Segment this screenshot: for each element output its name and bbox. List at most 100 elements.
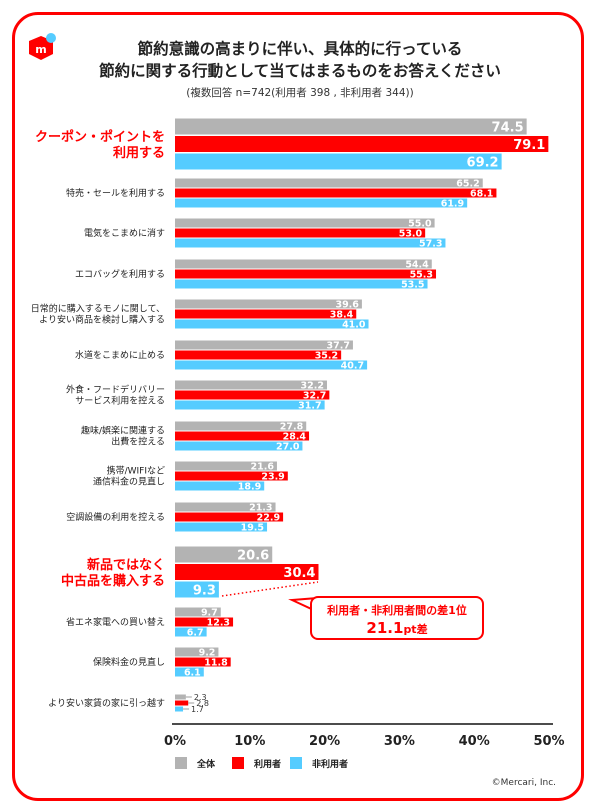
data-label: 27.0 <box>276 442 300 453</box>
bar-all <box>175 259 432 269</box>
data-label: 74.5 <box>492 121 524 136</box>
bar-nonuser <box>175 706 184 712</box>
category-label: 新品ではなく <box>87 557 165 573</box>
legend-swatch <box>232 757 244 769</box>
bar-nonuser <box>175 441 303 451</box>
bar-user <box>175 471 288 481</box>
data-label: 54.4 <box>405 260 429 271</box>
bar-all <box>175 461 277 471</box>
bar-user <box>175 431 310 441</box>
data-label: 11.8 <box>204 658 228 669</box>
svg-text:m: m <box>35 43 46 56</box>
data-label: 32.7 <box>303 391 326 402</box>
title-line-1: 節約意識の高まりに伴い、具体的に行っている <box>137 40 463 58</box>
bar-user <box>175 228 426 238</box>
data-label: 9.7 <box>201 608 218 619</box>
category-label: 空調設備の利用を控える <box>66 511 165 523</box>
bar-nonuser <box>175 360 368 370</box>
legend-swatch <box>175 757 187 769</box>
data-label: 32.2 <box>301 381 324 392</box>
data-label: 19.5 <box>241 523 264 534</box>
bar-nonuser <box>175 581 219 598</box>
callout-connector <box>221 581 319 597</box>
data-label: 23.9 <box>261 472 284 483</box>
bar-nonuser <box>175 667 204 677</box>
bar-nonuser <box>175 238 446 248</box>
data-label: 55.0 <box>408 219 432 230</box>
copyright: ©Mercari, Inc. <box>491 778 556 788</box>
x-tick-label: 0% <box>164 734 186 749</box>
category-label: 趣味/娯楽に関連する <box>81 425 165 437</box>
data-label: 35.2 <box>315 351 338 362</box>
callout-box: 利用者・非利用者間の差1位 21.1pt差 <box>310 596 484 640</box>
bar-nonuser <box>175 522 268 532</box>
category-label: 日常的に購入するモノに関して、 <box>31 303 165 315</box>
data-label: 30.4 <box>283 566 315 581</box>
bar-user <box>175 188 497 198</box>
category-label: 携帯/WIFIなど <box>107 465 165 477</box>
chart-subtitle: (複数回答 n=742(利用者 398 , 非利用者 344)) <box>186 87 414 99</box>
bar-all <box>175 502 276 512</box>
bar-nonuser <box>175 400 325 410</box>
data-label: 2.8 <box>196 699 209 708</box>
category-label: より安い家賃の家に引っ越す <box>48 697 165 709</box>
bar-all <box>175 178 483 188</box>
category-label: サービス利用を控える <box>75 395 165 407</box>
bar-all <box>175 340 353 350</box>
bar-all <box>175 118 527 135</box>
bar-user <box>175 512 284 522</box>
legend-swatch <box>290 757 302 769</box>
x-tick-label: 10% <box>234 734 265 749</box>
category-label: 省エネ家電への買い替え <box>66 616 165 628</box>
bar-user <box>175 350 342 360</box>
bar-nonuser <box>175 481 265 491</box>
chart-title: 節約意識の高まりに伴い、具体的に行っている 節約に関する行動として当てはまるもの… <box>60 38 540 82</box>
data-label: 38.4 <box>330 310 354 321</box>
data-label: 69.2 <box>467 156 499 171</box>
data-label: 79.1 <box>513 138 545 153</box>
category-label: エコバッグを利用する <box>75 268 165 280</box>
bar-nonuser <box>175 319 369 329</box>
bar-all <box>175 694 186 700</box>
data-label: 12.3 <box>207 618 230 629</box>
data-label: 37.7 <box>326 341 349 352</box>
data-label: 39.6 <box>335 300 359 311</box>
category-label: 利用する <box>113 145 165 161</box>
bar-user <box>175 269 437 279</box>
category-label: 電気をこまめに消す <box>84 227 165 239</box>
callout-value: 21.1 <box>366 619 404 637</box>
data-label: 28.4 <box>283 432 307 443</box>
data-label: 20.6 <box>237 549 269 564</box>
data-label: 18.9 <box>238 482 261 493</box>
data-label: 1.7 <box>191 705 204 714</box>
data-label: 6.1 <box>184 668 201 679</box>
data-label: 57.3 <box>419 239 442 250</box>
category-label: クーポン・ポイントを <box>35 129 165 145</box>
category-label: 特売・セールを利用する <box>66 187 165 199</box>
data-label: 9.3 <box>193 584 216 599</box>
data-label: 31.7 <box>298 401 321 412</box>
bar-all <box>175 421 307 431</box>
data-label: 2.3 <box>194 693 207 702</box>
x-tick-label: 50% <box>533 734 564 749</box>
data-label: 65.2 <box>456 179 479 190</box>
data-label: 27.8 <box>280 422 304 433</box>
legend-label: 全体 <box>196 758 216 770</box>
legend-label: 利用者 <box>253 758 281 770</box>
bar-all <box>175 546 273 563</box>
category-label: 出費を控える <box>111 436 165 448</box>
data-label: 41.0 <box>342 320 366 331</box>
data-label: 9.2 <box>199 648 216 659</box>
data-label: 40.7 <box>341 361 364 372</box>
bar-all <box>175 647 219 657</box>
x-tick-label: 20% <box>309 734 340 749</box>
data-label: 21.6 <box>250 462 274 473</box>
title-line-2: 節約に関する行動として当てはまるものをお答えください <box>99 62 501 80</box>
data-label: 68.1 <box>470 189 493 200</box>
bar-nonuser <box>175 153 502 170</box>
bar-nonuser <box>175 279 428 289</box>
data-label: 53.5 <box>401 280 424 291</box>
data-label: 21.3 <box>249 503 272 514</box>
callout-text: 利用者・非利用者間の差1位 <box>327 604 467 617</box>
callout-value-line: 21.1pt差 <box>312 619 482 637</box>
